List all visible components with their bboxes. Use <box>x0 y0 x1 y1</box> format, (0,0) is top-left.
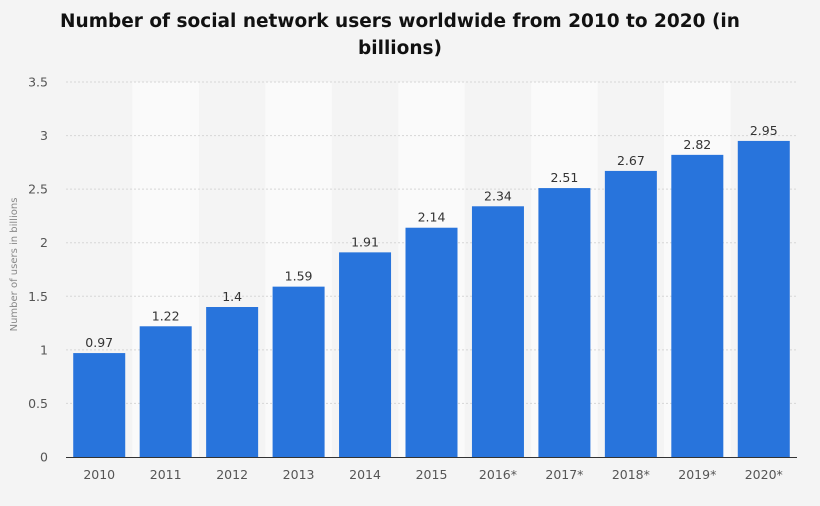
x-tick-label: 2018* <box>612 467 650 482</box>
data-label: 2.82 <box>683 137 711 152</box>
x-tick-label: 2014 <box>349 467 381 482</box>
bar <box>538 188 591 458</box>
data-label: 1.91 <box>351 234 379 249</box>
data-label: 2.67 <box>617 153 645 168</box>
x-tick-label: 2020* <box>745 467 783 482</box>
y-tick-label: 3.5 <box>28 75 48 90</box>
y-tick-label: 0.5 <box>28 396 48 411</box>
y-axis-label: Number of users in billions <box>9 198 20 332</box>
y-tick-label: 3 <box>40 128 48 143</box>
chart-title: Number of social network users worldwide… <box>60 11 740 59</box>
data-label: 1.59 <box>285 269 313 284</box>
bar <box>272 286 325 457</box>
data-label: 1.4 <box>222 289 242 304</box>
x-tick-label: 2019* <box>678 467 716 482</box>
data-label: 2.14 <box>418 210 446 225</box>
y-tick-label: 2.5 <box>28 182 48 197</box>
bar <box>339 252 392 457</box>
data-label: 2.34 <box>484 188 512 203</box>
x-tick-label: 2017* <box>545 467 583 482</box>
x-tick-label: 2013 <box>283 467 315 482</box>
x-tick-label: 2015 <box>416 467 448 482</box>
bar <box>737 140 790 457</box>
data-label: 2.95 <box>750 123 778 138</box>
y-tick-label: 1 <box>40 342 48 357</box>
bar <box>206 307 259 457</box>
bar <box>139 326 192 457</box>
x-tick-label: 2011 <box>150 467 182 482</box>
y-tick-label: 2 <box>40 235 48 250</box>
x-tick-label: 2016* <box>479 467 517 482</box>
x-tick-label: 2010 <box>83 467 115 482</box>
data-label: 2.51 <box>550 170 578 185</box>
bar <box>604 170 657 457</box>
y-tick-label: 0 <box>40 450 48 465</box>
bar <box>73 353 126 457</box>
data-label: 0.97 <box>85 335 113 350</box>
x-tick-label: 2012 <box>216 467 248 482</box>
data-label: 1.22 <box>152 308 180 323</box>
y-tick-label: 1.5 <box>28 289 48 304</box>
bar <box>405 227 458 457</box>
bar <box>671 154 724 457</box>
bar <box>471 206 524 457</box>
